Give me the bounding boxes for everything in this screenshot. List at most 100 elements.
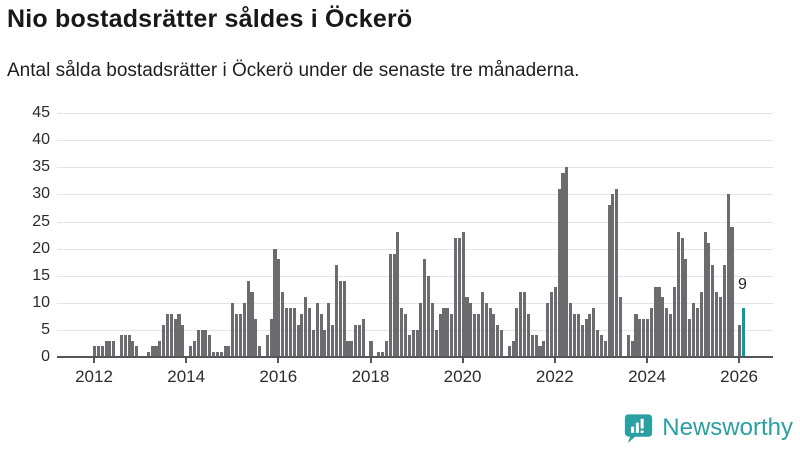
bar: [231, 302, 235, 357]
bar: [507, 346, 511, 357]
y-gridline: [57, 275, 773, 277]
bar: [154, 346, 158, 357]
bar: [250, 291, 254, 357]
bar: [415, 329, 419, 357]
bar: [561, 172, 565, 357]
y-axis-label: 0: [41, 348, 50, 365]
page-title: Nio bostadsrätter såldes i Öckerö: [7, 5, 413, 33]
bar: [127, 335, 131, 357]
bar: [530, 335, 534, 357]
bar: [569, 302, 573, 357]
bar: [630, 340, 634, 357]
bar: [695, 308, 699, 357]
y-axis-label: 15: [32, 266, 50, 284]
bar: [342, 281, 346, 357]
bar: [112, 340, 116, 357]
bar: [603, 340, 607, 357]
y-gridline: [57, 329, 773, 331]
bar: [546, 302, 550, 357]
bar: [549, 291, 554, 357]
x-axis-tick: [185, 357, 188, 363]
bar: [634, 313, 638, 357]
bar: [427, 275, 431, 357]
bar: [469, 302, 473, 357]
x-axis-tick: [277, 357, 280, 363]
bar: [377, 351, 381, 357]
bar: [392, 254, 396, 357]
bar: [726, 194, 730, 357]
bar: [615, 188, 619, 357]
bar: [215, 351, 219, 357]
bar: [692, 302, 696, 357]
x-axis-label: 2016: [259, 367, 298, 386]
bar: [327, 302, 331, 357]
bar: [649, 308, 653, 357]
bar: [131, 340, 135, 357]
bar: [388, 254, 392, 357]
bar: [296, 324, 300, 357]
bar: [446, 308, 450, 357]
bar: [235, 313, 239, 357]
bar: [703, 232, 707, 357]
bar: [177, 313, 181, 357]
bar: [150, 346, 154, 357]
bar: [323, 329, 327, 357]
bar: [611, 194, 615, 357]
bar: [419, 302, 423, 357]
bar: [722, 264, 726, 357]
bar: [638, 319, 642, 357]
y-gridline: [57, 167, 773, 169]
bar: [430, 302, 434, 357]
x-axis-label: 2026: [720, 367, 759, 386]
bar: [273, 248, 277, 357]
bar: [285, 308, 289, 357]
bar: [158, 340, 162, 357]
bar: [119, 335, 123, 357]
bar: [438, 313, 442, 357]
bar: [146, 351, 150, 357]
bar: [311, 329, 315, 357]
bar: [331, 324, 335, 357]
bar: [680, 237, 684, 357]
bar: [657, 286, 661, 357]
bar: [242, 302, 246, 357]
bar: [500, 329, 504, 357]
x-axis-label: 2012: [75, 367, 113, 386]
bar: [334, 264, 338, 357]
bar: [269, 319, 273, 357]
bar: [453, 237, 458, 357]
x-axis-label: 2018: [351, 367, 390, 386]
bar: [588, 313, 592, 357]
bar: [684, 259, 688, 357]
bar: [557, 188, 561, 357]
bar: [542, 340, 546, 357]
highlight-value-label: 9: [738, 276, 747, 293]
y-axis-label: 10: [32, 293, 50, 311]
bar: [711, 264, 715, 357]
bar: [192, 340, 196, 357]
bar: [477, 313, 481, 357]
bar: [219, 351, 223, 357]
bar: [200, 329, 204, 357]
bar: [619, 297, 623, 357]
bar: [181, 324, 185, 357]
bar: [238, 313, 242, 357]
bar: [718, 297, 722, 357]
bar: [553, 286, 557, 357]
bar: [565, 167, 569, 357]
bar: [369, 340, 373, 357]
bar: [669, 313, 673, 357]
bar: [515, 308, 519, 357]
x-axis-tick: [93, 357, 95, 363]
brand-name: Newsworthy: [662, 414, 793, 441]
y-axis-label: 30: [32, 185, 50, 203]
bar: [423, 259, 427, 357]
bar: [688, 319, 692, 357]
bar: [580, 324, 584, 357]
y-gridline: [57, 113, 773, 115]
bar: [100, 346, 104, 357]
highlighted-bar: [741, 308, 746, 357]
bar: [672, 286, 676, 357]
